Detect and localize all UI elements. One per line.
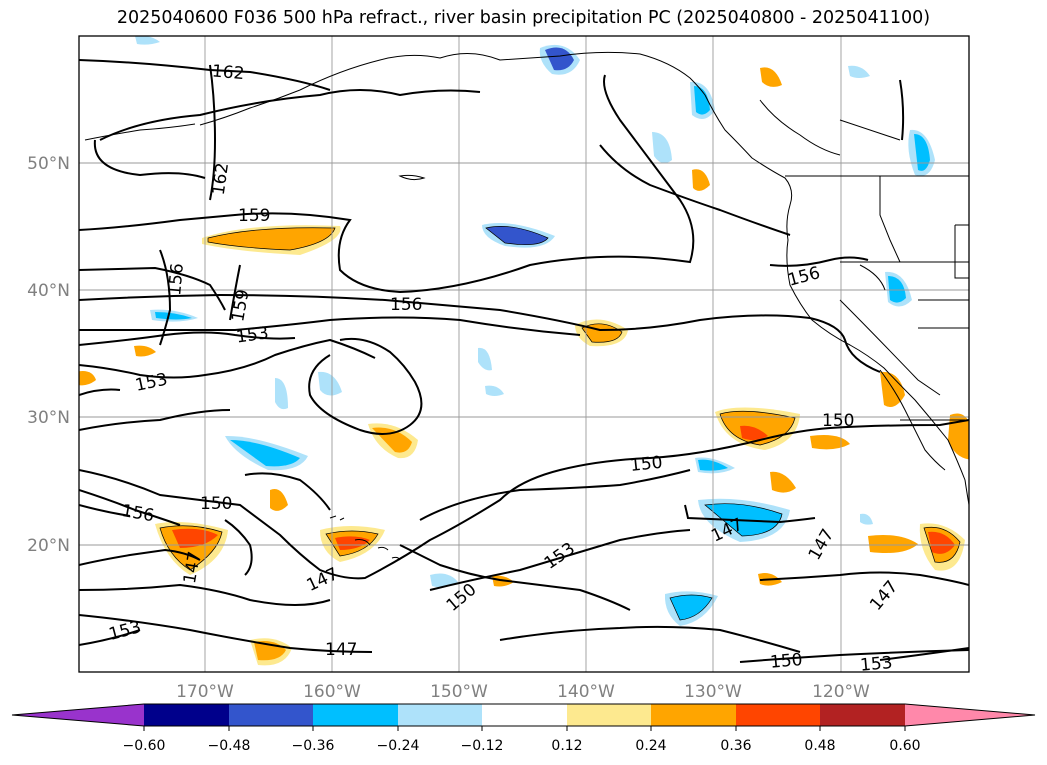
coastlines (84, 51, 969, 561)
colorbar-segment (313, 704, 398, 726)
lat-label: 50°N (27, 154, 70, 174)
colorbar-tick-label: −0.12 (461, 738, 504, 754)
colorbar-tick-label: −0.48 (208, 738, 251, 754)
longitude-labels: 170°W 160°W 150°W 140°W 130°W 120°W (176, 682, 870, 702)
contour-label: 156 (390, 295, 422, 315)
colorbar-segment (398, 704, 482, 726)
lon-label: 170°W (176, 682, 234, 702)
colorbar-segment (144, 704, 229, 726)
contour-label: 150 (822, 411, 854, 431)
contour-label: 147 (325, 640, 357, 660)
colorbar-tick-label: −0.36 (292, 738, 335, 754)
lon-label: 150°W (430, 682, 488, 702)
lat-label: 30°N (27, 408, 70, 428)
contour-label: 162 (211, 61, 245, 84)
lat-label: 40°N (27, 281, 70, 301)
map-frame (78, 35, 970, 673)
refractivity-contours (79, 59, 969, 663)
colorbar-tick-label: 0.24 (635, 738, 666, 754)
colorbar-segment (482, 704, 567, 726)
lon-label: 160°W (303, 682, 361, 702)
map-title: 2025040600 F036 500 hPa refract., river … (116, 8, 931, 28)
colorbar-segment (567, 704, 651, 726)
latitude-labels: 50°N 40°N 30°N 20°N (27, 154, 70, 556)
colorbar-segment (651, 704, 736, 726)
contour-label: 153 (235, 323, 270, 347)
colorbar-tick-label: −0.24 (377, 738, 420, 754)
colorbar-tick-label: 0.12 (551, 738, 582, 754)
contour-label: 150 (769, 650, 803, 673)
colorbar-tick-label: 0.48 (804, 738, 835, 754)
colorbar-tick-label: 0.60 (889, 738, 920, 754)
graticule (79, 36, 969, 672)
map-area: 162 162 159 159 156 156 156 156 153 153 … (79, 36, 969, 676)
lon-label: 140°W (557, 682, 615, 702)
colorbar-segment (736, 704, 820, 726)
contour-label: 156 (165, 262, 188, 296)
colorbar-segment (229, 704, 313, 726)
colorbar-extend-low (12, 704, 144, 726)
contour-label: 159 (238, 206, 270, 226)
contour-label: 162 (209, 161, 233, 196)
contour-labels: 162 162 159 159 156 156 156 156 153 153 … (107, 61, 903, 676)
colorbar-tick-label: −0.60 (123, 738, 166, 754)
colorbar-extend-high (905, 704, 1035, 726)
lon-label: 130°W (684, 682, 742, 702)
shading-outlines (159, 226, 961, 621)
lat-label: 20°N (27, 536, 70, 556)
colorbar-tick-label: 0.36 (720, 738, 751, 754)
lon-label: 120°W (812, 682, 870, 702)
colorbar-segment (820, 704, 905, 726)
contour-label: 150 (200, 494, 232, 514)
contour-label: 150 (629, 453, 663, 476)
contour-label: 153 (859, 653, 893, 676)
colorbar: −0.60 −0.48 −0.36 −0.24 −0.12 0.12 0.24 … (11, 703, 1036, 754)
